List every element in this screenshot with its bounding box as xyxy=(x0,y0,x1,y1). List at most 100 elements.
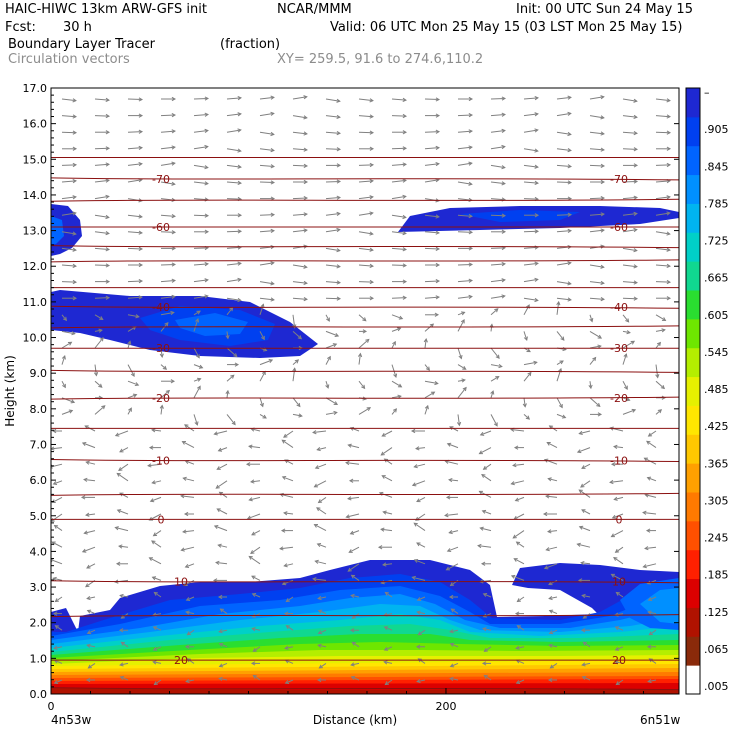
circulation-vector xyxy=(655,409,663,415)
circulation-vector xyxy=(54,625,63,631)
circulation-vector xyxy=(193,377,202,382)
circulation-vector xyxy=(622,179,639,184)
circulation-vector xyxy=(588,381,593,390)
circulation-vector xyxy=(548,579,558,586)
circulation-vector xyxy=(416,496,426,503)
circulation-vector xyxy=(655,98,671,103)
circulation-vector xyxy=(153,591,162,598)
circulation-vector xyxy=(556,397,563,409)
circulation-vector xyxy=(490,294,506,299)
circulation-vector xyxy=(181,441,195,449)
colorbar-swatch xyxy=(686,578,700,608)
circulation-vector xyxy=(61,178,77,184)
circulation-vector xyxy=(589,296,605,302)
circulation-vector xyxy=(413,522,426,532)
circulation-vector xyxy=(622,114,638,120)
circulation-vector xyxy=(655,195,671,200)
circulation-vector xyxy=(523,164,539,169)
circulation-vector xyxy=(217,543,228,548)
circulation-vector xyxy=(589,147,605,152)
circulation-vector xyxy=(391,380,403,388)
circulation-vector xyxy=(645,528,656,533)
circulation-vector xyxy=(259,331,265,341)
isotherm-label: 0 xyxy=(616,513,623,526)
y-tick-label: 4.0 xyxy=(30,545,48,558)
circulation-vector xyxy=(556,300,561,315)
circulation-vector xyxy=(523,360,538,366)
circulation-vector xyxy=(522,397,527,408)
circulation-vector xyxy=(94,314,104,320)
circulation-vector xyxy=(457,294,473,299)
circulation-vector xyxy=(358,338,370,349)
circulation-vector xyxy=(556,95,572,100)
circulation-vector xyxy=(589,397,601,408)
circulation-vector xyxy=(449,662,459,668)
circulation-vector xyxy=(655,247,671,252)
circulation-vector xyxy=(556,131,572,137)
circulation-vector xyxy=(259,180,276,185)
colorbar-swatch xyxy=(686,549,700,580)
circulation-vector xyxy=(325,296,342,301)
circulation-vector xyxy=(481,509,492,515)
circulation-vector xyxy=(543,458,558,465)
circulation-vector xyxy=(548,595,558,601)
circulation-vector xyxy=(582,641,591,648)
circulation-vector xyxy=(556,111,572,117)
circulation-vector xyxy=(61,114,77,119)
circulation-vector xyxy=(118,463,129,471)
circulation-vector xyxy=(610,530,624,538)
circulation-vector xyxy=(610,462,623,467)
circulation-vector xyxy=(510,574,525,581)
circulation-vector xyxy=(655,231,671,236)
circulation-vector xyxy=(477,543,492,549)
colorbar-swatch xyxy=(686,232,700,262)
circulation-vector xyxy=(281,579,294,586)
circulation-vector xyxy=(457,145,473,150)
circulation-vector xyxy=(424,129,441,134)
circulation-vector xyxy=(391,408,397,415)
circulation-vector xyxy=(391,214,407,220)
isotherm-line xyxy=(51,305,679,309)
circulation-vector xyxy=(94,263,111,268)
circulation-vector xyxy=(259,111,275,117)
colorbar-swatch xyxy=(686,520,700,551)
circulation-vector xyxy=(217,447,228,452)
circulation-vector xyxy=(358,114,374,119)
circulation-vector xyxy=(159,404,164,415)
circulation-vector xyxy=(578,525,591,532)
circulation-vector xyxy=(151,576,162,581)
circulation-vector xyxy=(523,112,539,117)
circulation-vector xyxy=(655,130,672,135)
colorbar-swatch xyxy=(686,665,700,695)
colorbar-label: .485 xyxy=(704,383,729,396)
circulation-vector xyxy=(457,230,474,235)
colorbar-label: .845 xyxy=(704,160,729,173)
circulation-vector xyxy=(613,557,624,565)
circulation-vector xyxy=(556,261,572,266)
y-tick-label: 10.0 xyxy=(23,332,48,345)
circulation-vector xyxy=(655,314,667,321)
circulation-vector xyxy=(116,472,129,482)
y-tick-label: 2.0 xyxy=(30,617,48,630)
circulation-vector xyxy=(655,162,672,168)
circulation-vector xyxy=(61,409,74,415)
circulation-vector xyxy=(281,475,294,482)
circulation-vector xyxy=(589,264,605,269)
circulation-vector xyxy=(61,162,78,168)
circulation-vector xyxy=(614,546,624,553)
circulation-vector xyxy=(215,480,228,489)
circulation-vector xyxy=(580,480,591,488)
circulation-vector xyxy=(358,314,367,322)
circulation-vector xyxy=(292,196,309,201)
circulation-vector xyxy=(481,661,491,666)
circulation-vector xyxy=(94,247,110,252)
circulation-vector xyxy=(280,528,293,533)
circulation-vector xyxy=(556,228,572,234)
colorbar-swatch xyxy=(686,347,700,378)
circulation-vector xyxy=(61,247,77,252)
circulation-vector xyxy=(53,645,63,650)
circulation-vector xyxy=(358,407,372,415)
circulation-vector xyxy=(348,546,360,553)
circulation-vector xyxy=(646,644,656,649)
